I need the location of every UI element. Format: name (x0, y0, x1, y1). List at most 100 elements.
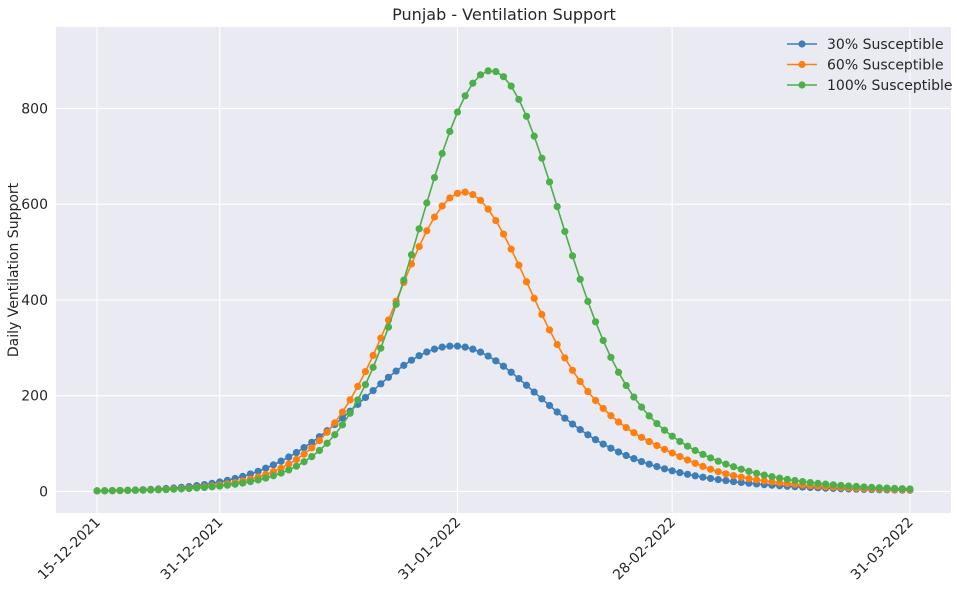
data-point (446, 194, 454, 202)
data-point (729, 477, 738, 486)
data-point (262, 474, 270, 482)
chart-title: Punjab - Ventilation Support (392, 5, 616, 24)
data-point (530, 388, 538, 396)
data-point (783, 475, 791, 483)
data-point (714, 475, 722, 484)
data-point (791, 476, 799, 485)
data-point (637, 457, 646, 466)
data-point (430, 213, 439, 221)
data-point (216, 482, 224, 490)
data-point (637, 403, 646, 411)
data-point (722, 460, 730, 468)
y-tick-label: 800 (21, 101, 48, 117)
data-point (699, 473, 707, 481)
data-point (461, 343, 469, 351)
data-point (469, 190, 477, 199)
data-point (361, 393, 370, 402)
data-point (292, 448, 301, 457)
data-point (170, 485, 178, 493)
data-point (653, 441, 661, 450)
data-point (599, 404, 607, 413)
data-point (415, 352, 423, 360)
data-point (706, 454, 715, 462)
data-point (438, 202, 446, 210)
data-point (338, 421, 347, 429)
data-point (254, 467, 262, 475)
data-point (691, 472, 699, 480)
data-point (354, 382, 362, 391)
data-point (699, 462, 707, 471)
data-point (591, 318, 600, 326)
data-point (476, 196, 485, 204)
data-point (668, 449, 676, 457)
data-point (691, 459, 699, 467)
data-point (507, 245, 515, 253)
data-point (706, 465, 715, 473)
legend-marker (798, 81, 806, 89)
data-point (845, 482, 853, 490)
data-point (346, 409, 354, 417)
data-point (630, 429, 638, 437)
data-point (423, 199, 431, 207)
data-point (645, 438, 653, 446)
data-point (683, 470, 692, 478)
data-point (93, 487, 101, 495)
data-point (706, 474, 715, 483)
data-point (499, 362, 508, 370)
data-point (369, 386, 377, 395)
data-point (760, 471, 768, 479)
data-point (430, 345, 439, 353)
data-point (193, 484, 201, 492)
data-point (561, 227, 569, 236)
data-point (653, 419, 661, 428)
data-point (231, 480, 239, 488)
data-point (400, 361, 408, 369)
data-point (177, 485, 185, 493)
data-point (269, 461, 278, 469)
data-point (883, 484, 891, 492)
data-point (285, 453, 293, 461)
data-point (660, 426, 669, 434)
data-point (361, 381, 370, 389)
y-tick-label: 400 (21, 293, 48, 309)
data-point (300, 443, 308, 452)
data-point (400, 276, 408, 284)
data-point (407, 251, 416, 259)
data-point (453, 342, 462, 350)
data-point (108, 487, 116, 495)
data-point (806, 478, 814, 487)
data-point (584, 431, 592, 439)
data-point (660, 465, 669, 473)
data-point (131, 486, 139, 494)
data-point (522, 112, 531, 120)
data-point (338, 408, 347, 416)
data-point (599, 440, 607, 448)
data-point (668, 432, 676, 440)
data-point (576, 275, 584, 283)
data-point (346, 396, 354, 404)
data-point (538, 310, 546, 319)
legend-label: 60% Susceptible (827, 58, 944, 74)
data-point (752, 469, 761, 477)
data-point (323, 439, 331, 447)
data-point (300, 450, 308, 458)
data-point (614, 368, 623, 376)
data-point (768, 478, 776, 486)
data-point (154, 486, 162, 494)
data-point (530, 132, 538, 140)
data-point (308, 444, 316, 452)
series-lines (93, 67, 914, 495)
data-point (499, 73, 508, 81)
data-point (492, 67, 500, 76)
data-point (829, 481, 837, 489)
data-point (323, 428, 331, 436)
data-point (584, 387, 592, 396)
data-point (868, 483, 876, 491)
data-point (277, 457, 285, 465)
data-point (200, 483, 208, 492)
data-point (430, 173, 439, 182)
data-point (837, 481, 845, 490)
data-point (553, 203, 561, 211)
data-point (208, 483, 216, 491)
data-point (538, 395, 546, 403)
